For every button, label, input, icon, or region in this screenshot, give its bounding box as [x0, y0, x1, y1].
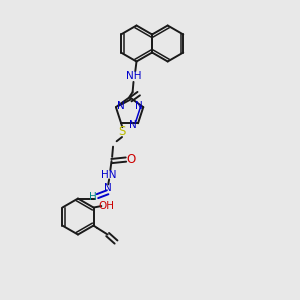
Text: S: S: [118, 125, 126, 138]
Text: H: H: [89, 192, 97, 202]
Text: N: N: [129, 120, 137, 130]
Text: O: O: [126, 153, 135, 166]
Text: N: N: [117, 101, 124, 111]
Text: HN: HN: [101, 169, 117, 179]
Text: N: N: [104, 183, 112, 193]
Text: OH: OH: [98, 201, 114, 211]
Text: N: N: [135, 101, 142, 111]
Text: NH: NH: [126, 71, 142, 82]
